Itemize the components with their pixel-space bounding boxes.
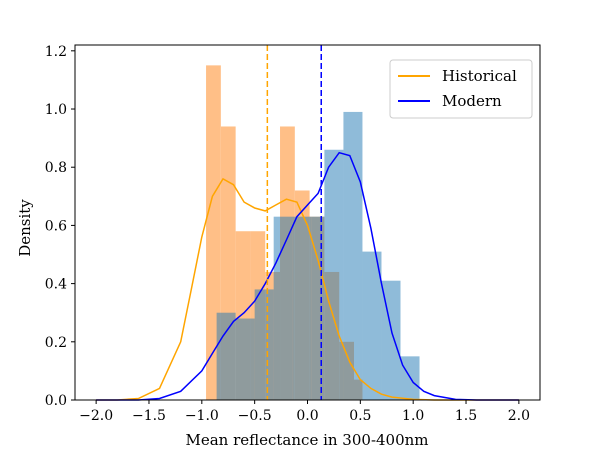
x-tick-label-0: −2.0 [79,408,113,424]
x-tick-label-8: 2.0 [508,408,530,424]
x-tick-label-4: 0.0 [296,408,318,424]
x-axis-label: Mean reflectance in 300-400nm [185,431,428,449]
y-axis-ticks: 0.0 0.2 0.4 0.6 0.8 1.0 1.2 [45,44,75,409]
legend-box [389,59,533,119]
x-tick-label-2: −1.0 [185,408,219,424]
hist-bar-modern-7 [343,111,363,400]
y-tick-label-0: 0.0 [45,393,67,409]
x-tick-label-7: 1.5 [455,408,477,424]
y-axis-label: Density [16,199,34,257]
x-tick-label-1: −1.5 [132,408,166,424]
kde-line-modern [96,151,519,401]
x-tick-label-5: 0.5 [349,408,371,424]
kde-curves [96,151,519,401]
hist-bar-modern-2 [254,289,274,400]
kde-line-historical [96,177,519,401]
hist-bar-modern-1 [235,318,255,400]
hist-bar-modern-6 [324,149,344,400]
x-tick-label-3: −0.5 [238,408,272,424]
hist-bar-modern-4 [292,216,312,400]
hist-bar-modern-9 [381,280,401,400]
hist-bar-modern-8 [362,251,382,400]
y-tick-label-1: 0.2 [45,335,67,351]
histogram-bars [206,65,420,401]
y-tick-label-3: 0.6 [45,218,67,234]
x-tick-label-6: 1.0 [402,408,424,424]
y-tick-label-2: 0.4 [45,277,67,293]
hist-bar-modern-3 [273,216,293,400]
legend-label-modern: Modern [442,92,502,110]
x-axis-ticks: −2.0 −1.5 −1.0 −0.5 0.0 0.5 1.0 1.5 2.0 [79,400,530,424]
legend: Historical Modern [389,59,533,119]
hist-bar-modern-0 [216,312,236,400]
mean-lines [266,45,322,400]
y-tick-label-4: 0.8 [45,160,67,176]
y-tick-label-6: 1.2 [45,44,67,60]
y-tick-label-5: 1.0 [45,102,67,118]
legend-label-historical: Historical [442,67,517,85]
